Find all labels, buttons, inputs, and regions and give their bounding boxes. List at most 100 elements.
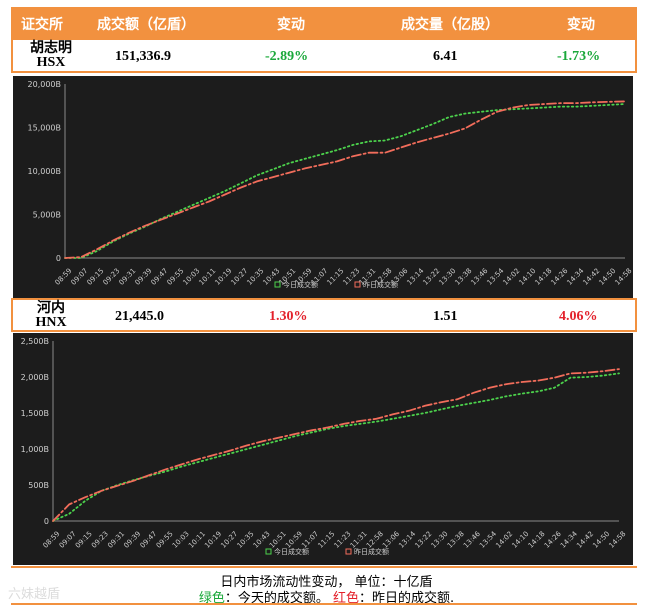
y-tick-label: 0 — [56, 254, 61, 263]
y-tick-label: 500B — [28, 481, 49, 490]
hsx-chart-svg: 05,000B10,000B15,000B20,000B08:5909:0709… — [28, 80, 633, 289]
x-tick-label: 08:59 — [54, 267, 74, 287]
x-tick-label: 10:43 — [252, 530, 272, 550]
x-tick-label: 09:23 — [102, 267, 122, 287]
x-tick-label: 13:22 — [422, 267, 442, 287]
divider-top — [11, 566, 637, 568]
legend-today-marker — [274, 281, 281, 288]
x-tick-label: 14:34 — [559, 529, 579, 549]
header-volume: 成交量（亿股） — [401, 16, 499, 33]
divider-bottom — [11, 603, 637, 605]
x-tick-label: 10:03 — [171, 530, 191, 550]
x-tick-label: 14:26 — [543, 529, 563, 549]
x-tick-label: 13:46 — [462, 529, 482, 549]
series-today-line — [64, 103, 626, 259]
x-tick-label: 13:38 — [446, 530, 466, 550]
x-tick-label: 09:39 — [122, 530, 142, 550]
hnx-name: 河内 HNX — [35, 301, 67, 330]
x-tick-label: 14:10 — [518, 267, 538, 287]
y-tick-label: 10,000B — [28, 167, 61, 176]
x-tick-label: 09:47 — [150, 267, 170, 287]
x-tick-label: 10:19 — [203, 530, 223, 550]
legend-today-marker — [265, 548, 272, 555]
hnx-volume-change: 4.06% — [559, 309, 598, 324]
hsx-value: 151,336.9 — [115, 49, 171, 64]
hsx-volume: 6.41 — [433, 49, 458, 64]
x-tick-label: 11:23 — [342, 267, 362, 287]
hnx-value-change: 1.30% — [269, 309, 308, 324]
legend-yesterday-marker — [345, 548, 352, 555]
x-tick-label: 10:43 — [262, 267, 282, 287]
hsx-volume-change: -1.73% — [557, 49, 601, 64]
x-tick-label: 10:35 — [246, 267, 266, 287]
hnx-chart: 0 500B 1,000B 1,500B 2,000B 2,500B 08:59 09:07 0… — [13, 333, 633, 565]
legend-today-label: 今日成交额 — [274, 547, 309, 556]
caption-line1: 日内市场流动性变动， 单位：十亿盾 — [220, 575, 433, 590]
x-tick-label: 13:14 — [397, 529, 417, 549]
caption-green-text: ：今天的成交额。 — [224, 591, 333, 606]
legend-yesterday-marker — [354, 281, 361, 288]
legend-yesterday-label: 昨日成交额 — [363, 280, 398, 289]
series-today-line — [52, 372, 620, 522]
x-tick-label: 09:39 — [134, 267, 154, 287]
header-turnover: 成交额（亿盾） — [97, 16, 195, 33]
x-tick-label: 10:27 — [230, 267, 250, 287]
x-tick-label: 09:15 — [86, 267, 106, 287]
x-tick-label: 14:42 — [575, 530, 595, 550]
x-tick-label: 09:31 — [106, 530, 126, 550]
legend-today-label: 今日成交额 — [283, 280, 318, 289]
hsx-value-change: -2.89% — [265, 49, 309, 64]
x-tick-label: 09:55 — [166, 267, 186, 287]
x-tick-label: 14:18 — [534, 267, 554, 287]
series-yesterday-line — [52, 368, 620, 522]
x-tick-label: 14:10 — [511, 530, 531, 550]
hnx-value: 21,445.0 — [115, 309, 164, 324]
x-tick-label: 13:54 — [478, 529, 498, 549]
x-tick-label: 10:59 — [284, 530, 304, 550]
header-turnover-change: 变动 — [277, 16, 305, 33]
x-tick-label: 10:11 — [187, 530, 207, 550]
caption-red-text: ：昨日的成交额. — [359, 591, 455, 606]
y-tick-label: 5,000B — [33, 211, 61, 220]
x-tick-label: 10:11 — [198, 267, 218, 287]
legend-yesterday-label: 昨日成交额 — [354, 547, 389, 556]
series-yesterday-line — [64, 100, 626, 259]
x-tick-label: 12:58 — [365, 530, 385, 550]
x-tick-label: 13:06 — [381, 529, 401, 549]
header-exchange: 证交所 — [21, 16, 63, 33]
x-tick-label: 11:07 — [300, 530, 320, 550]
x-tick-label: 09:31 — [118, 267, 138, 287]
x-tick-label: 09:23 — [90, 530, 110, 550]
y-tick-label: 2,500B — [21, 337, 49, 346]
x-tick-label: 14:02 — [502, 267, 522, 287]
y-tick-label: 20,000B — [28, 80, 61, 89]
x-tick-label: 09:07 — [70, 267, 90, 287]
x-tick-label: 09:15 — [74, 530, 94, 550]
x-tick-label: 10:19 — [214, 267, 234, 287]
x-tick-label: 14:42 — [582, 267, 602, 287]
y-tick-label: 1,500B — [21, 409, 49, 418]
x-tick-label: 09:47 — [139, 530, 159, 550]
hnx-chart-svg: 0500B1,000B1,500B2,000B2,500B08:5909:070… — [21, 337, 628, 556]
hnx-row: 河内 HNX 21,445.0 1.30% 1.51 4.06% — [11, 298, 637, 332]
y-tick-label: 1,000B — [21, 445, 49, 454]
x-tick-label: 14:58 — [614, 267, 633, 287]
x-tick-label: 10:27 — [219, 530, 239, 550]
caption-red-label: 红色 — [333, 591, 360, 606]
x-tick-label: 10:35 — [236, 530, 256, 550]
x-tick-label: 14:02 — [494, 530, 514, 550]
x-tick-label: 11:31 — [349, 530, 369, 550]
caption-line2: 绿色：今天的成交额。 红色：昨日的成交额. — [0, 587, 653, 606]
x-tick-label: 11:15 — [326, 267, 346, 287]
x-tick-label: 13:22 — [413, 530, 433, 550]
hsx-chart: 0 5,000B 10,000B 15,000B 20,000B 08:59 09:07 09… — [13, 76, 633, 298]
x-tick-label: 14:50 — [598, 267, 618, 287]
x-tick-label: 11:23 — [333, 530, 353, 550]
caption-green-label: 绿色 — [198, 591, 225, 606]
x-tick-label: 10:51 — [268, 530, 288, 550]
x-tick-label: 13:30 — [430, 530, 450, 550]
y-tick-label: 2,000B — [21, 373, 49, 382]
y-tick-label: 0 — [44, 517, 49, 526]
x-tick-label: 11:15 — [316, 530, 336, 550]
x-tick-label: 10:03 — [182, 267, 202, 287]
